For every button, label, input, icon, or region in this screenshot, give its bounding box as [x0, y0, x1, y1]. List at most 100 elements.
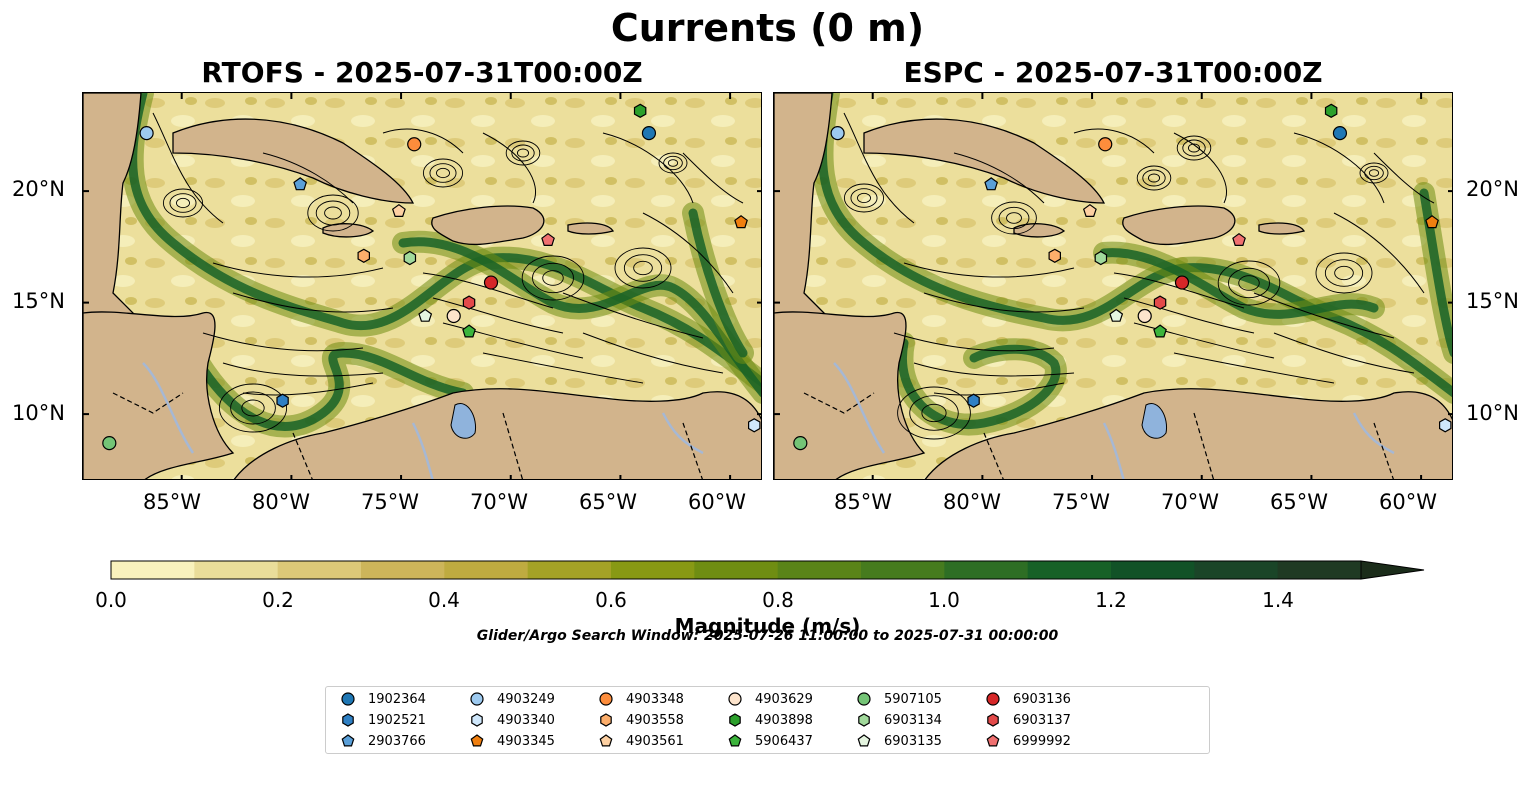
streamline	[1333, 212, 1425, 294]
legend-marker-5906437[interactable]	[728, 734, 742, 747]
eddy-streamline	[230, 391, 276, 425]
legend-marker-1902364[interactable]	[341, 692, 355, 706]
legend-item-5906437: 5906437	[727, 733, 813, 749]
pentagon-marker-icon	[728, 734, 742, 747]
colorbar-tick-label: 0.6	[595, 588, 627, 612]
float-marker-4903249[interactable]	[139, 126, 154, 141]
streamline	[893, 332, 1055, 352]
colorbar-segment	[611, 561, 695, 579]
legend-item-6903134: 6903134	[856, 712, 942, 728]
float-marker-5906437[interactable]	[1153, 324, 1167, 338]
streamline	[1113, 272, 1245, 309]
float-marker-4903558[interactable]	[357, 248, 370, 263]
legend-marker-6903137[interactable]	[987, 713, 999, 727]
streamline	[843, 112, 915, 224]
float-marker-4903249[interactable]	[830, 126, 845, 141]
float-marker-1902364[interactable]	[641, 126, 657, 141]
lat-tick-label: 20°N	[1466, 177, 1519, 201]
float-marker-6903137[interactable]	[462, 295, 476, 310]
float-marker-6903135[interactable]	[418, 308, 433, 322]
colorbar-segment	[694, 561, 779, 579]
legend-marker-4903629[interactable]	[728, 692, 742, 706]
legend-marker-4903348[interactable]	[599, 692, 613, 706]
legend-marker-4903558[interactable]	[600, 713, 612, 727]
streamline	[482, 132, 537, 204]
eddy-streamline	[324, 206, 342, 220]
float-marker-5907105[interactable]	[102, 435, 117, 451]
lake-maracaibo	[450, 403, 477, 439]
eddy-streamline	[1364, 165, 1384, 181]
legend-marker-4903898[interactable]	[729, 713, 741, 727]
map-panel-rtofs[interactable]	[82, 92, 762, 480]
eddy-streamline	[241, 399, 265, 417]
legend-marker-4903345[interactable]	[470, 734, 484, 747]
eddy-streamline	[843, 183, 885, 213]
float-marker-4903340[interactable]	[747, 418, 761, 433]
colorbar-tick-label: 0.4	[428, 588, 460, 612]
eddy-streamline	[658, 152, 688, 174]
colorbar-segment	[861, 561, 945, 579]
legend-marker-6903135[interactable]	[857, 734, 871, 747]
panel-title-espc: ESPC - 2025-07-31T00:00Z	[903, 56, 1323, 89]
lat-tick-label: 15°N	[1466, 289, 1519, 313]
float-marker-6903134[interactable]	[403, 250, 417, 266]
colorbar-tick-label: 1.2	[1095, 588, 1127, 612]
float-marker-4903629[interactable]	[446, 308, 461, 324]
float-marker-4903348[interactable]	[1098, 137, 1113, 152]
eddy-streamline	[1006, 212, 1022, 224]
legend-item-2903766: 2903766	[340, 733, 426, 749]
hexagon-marker-icon	[471, 713, 483, 727]
float-marker-6903135[interactable]	[1109, 308, 1124, 322]
streamline	[442, 322, 584, 359]
float-marker-2903766[interactable]	[293, 177, 308, 191]
float-marker-4903558[interactable]	[1048, 248, 1061, 263]
pentagon-marker-icon	[470, 734, 484, 747]
map-panel-espc[interactable]	[773, 92, 1453, 480]
streamline	[562, 292, 704, 339]
eddy-streamline	[1147, 173, 1161, 183]
eddy-streamline	[991, 201, 1037, 235]
float-marker-6903134[interactable]	[1094, 250, 1108, 266]
float-marker-4903898[interactable]	[1324, 103, 1338, 118]
legend-marker-6999992[interactable]	[986, 734, 1000, 747]
float-marker-4903348[interactable]	[407, 137, 422, 152]
float-marker-4903345[interactable]	[1425, 215, 1439, 229]
legend-marker-2903766[interactable]	[341, 734, 355, 747]
float-marker-1902521[interactable]	[967, 393, 980, 408]
float-marker-4903340[interactable]	[1438, 418, 1452, 433]
legend-marker-4903249[interactable]	[470, 692, 484, 706]
legend-label: 4903629	[755, 691, 813, 707]
float-marker-1902521[interactable]	[276, 393, 289, 408]
float-marker-6903137[interactable]	[1153, 295, 1167, 310]
float-marker-2903766[interactable]	[984, 177, 999, 191]
float-marker-4903561[interactable]	[1082, 203, 1097, 218]
river	[411, 422, 434, 479]
float-marker-4903345[interactable]	[734, 215, 748, 229]
legend-marker-6903134[interactable]	[858, 713, 870, 727]
float-marker-6903136[interactable]	[1174, 275, 1190, 290]
float-marker-6999992[interactable]	[541, 232, 555, 246]
eddy-streamline	[1176, 135, 1212, 161]
float-marker-5906437[interactable]	[462, 324, 476, 338]
legend-marker-4903561[interactable]	[599, 734, 613, 747]
colorbar-tick-label: 1.4	[1262, 588, 1294, 612]
float-marker-4903898[interactable]	[633, 103, 647, 118]
float-marker-4903629[interactable]	[1137, 308, 1152, 324]
streamline	[482, 352, 644, 384]
float-marker-6999992[interactable]	[1232, 232, 1246, 246]
river	[1102, 422, 1125, 479]
float-marker-5907105[interactable]	[793, 435, 808, 451]
lat-tick-label: 10°N	[12, 401, 65, 425]
country-border	[682, 422, 703, 479]
float-marker-6903136[interactable]	[483, 275, 499, 290]
float-marker-4903561[interactable]	[391, 203, 406, 218]
legend-marker-1902521[interactable]	[342, 713, 354, 727]
legend-marker-6903136[interactable]	[986, 692, 1000, 706]
hexagon-marker-icon	[600, 713, 612, 727]
legend-marker-4903340[interactable]	[471, 713, 483, 727]
float-marker-1902364[interactable]	[1332, 126, 1348, 141]
colorbar-segment	[777, 561, 862, 579]
legend-item-4903898: 4903898	[727, 712, 813, 728]
legend-marker-5907105[interactable]	[857, 692, 871, 706]
eddy-streamline	[1142, 169, 1166, 187]
